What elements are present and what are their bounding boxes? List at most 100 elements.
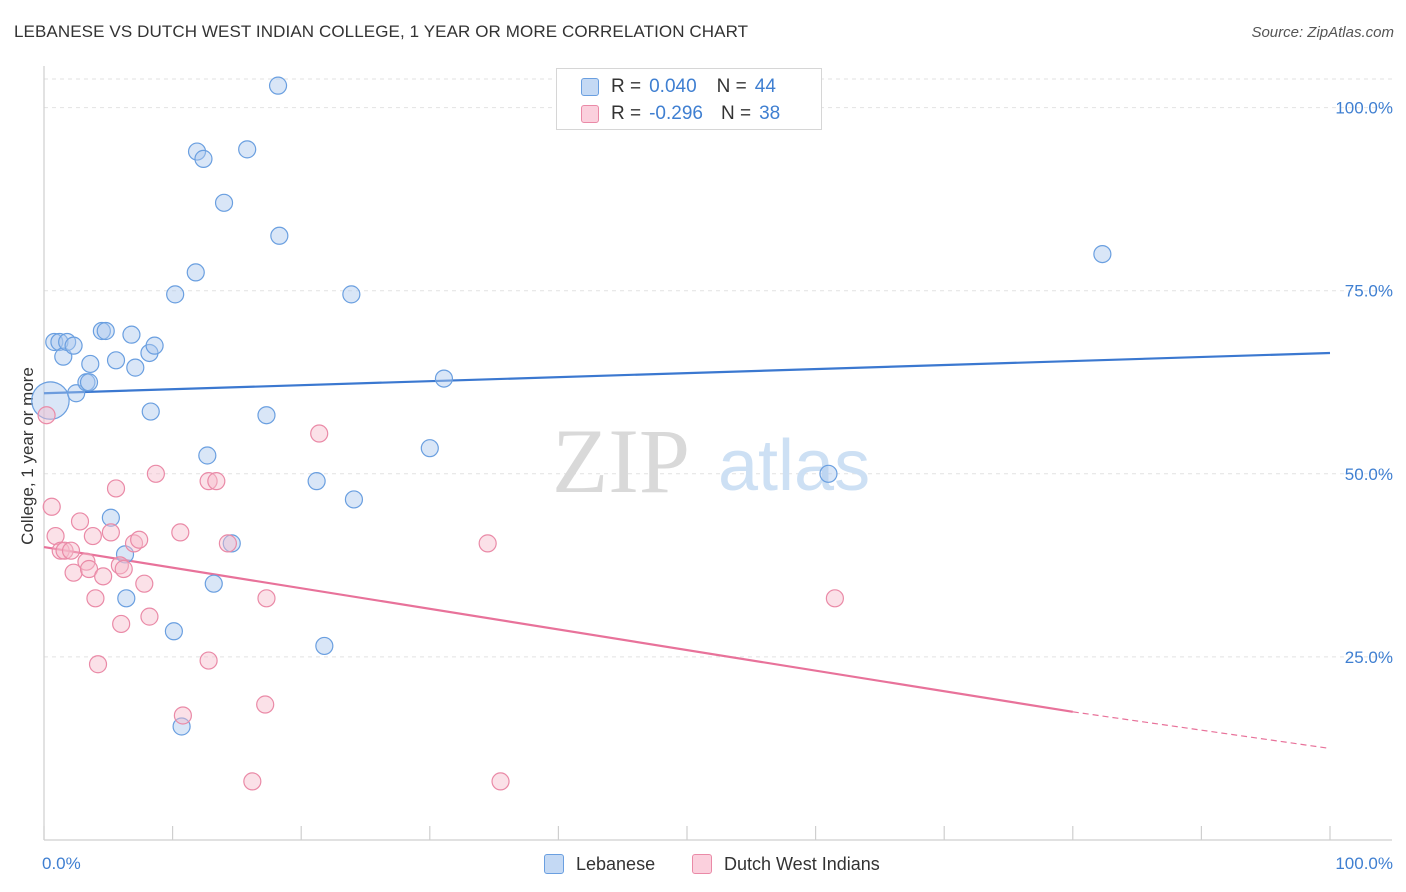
point-lebanese (126, 358, 145, 377)
point-dutch (243, 772, 262, 791)
point-lebanese (307, 472, 326, 491)
x-tick-label: 100.0% (1335, 854, 1393, 873)
legend-swatch-lebanese (581, 78, 599, 96)
point-lebanese (106, 351, 126, 370)
point-dutch (88, 655, 108, 674)
point-dutch (130, 530, 149, 549)
point-lebanese (64, 336, 83, 355)
point-lebanese (186, 263, 205, 282)
point-dutch (101, 523, 120, 542)
legend-r-label: R = (611, 76, 642, 97)
bottom-legend-lebanese: Lebanese (544, 852, 655, 876)
bottom-legend-label: Dutch West Indians (724, 853, 880, 874)
point-lebanese (238, 140, 257, 159)
point-dutch (135, 574, 154, 593)
point-dutch (42, 497, 61, 516)
point-lebanese (434, 369, 454, 388)
chart-title: LEBANESE VS DUTCH WEST INDIAN COLLEGE, 1… (14, 22, 749, 41)
point-dutch (491, 772, 510, 791)
point-dutch (825, 589, 844, 608)
bottom-swatch-lebanese (544, 854, 564, 874)
point-dutch (37, 406, 56, 425)
point-dutch (61, 541, 81, 560)
y-tick-label: 50.0% (1345, 465, 1393, 484)
point-lebanese (92, 321, 111, 341)
point-lebanese (819, 464, 838, 483)
point-lebanese (164, 622, 183, 641)
trendlines (43, 351, 1331, 750)
legend-n-label: N = (716, 76, 747, 97)
point-dutch (171, 523, 190, 542)
point-lebanese (187, 142, 207, 161)
axes (43, 66, 1392, 841)
y-tick-label: 100.0% (1335, 99, 1393, 118)
legend-n-value: 38 (759, 103, 781, 124)
point-dutch (199, 472, 218, 491)
point-lebanese (214, 193, 234, 212)
data-points (31, 76, 1112, 791)
point-lebanese (268, 76, 288, 95)
point-dutch (64, 563, 83, 582)
point-lebanese (96, 321, 115, 341)
legend-r-value: -0.296 (649, 103, 703, 124)
point-lebanese (122, 325, 141, 344)
point-lebanese (1093, 244, 1112, 264)
point-dutch (199, 651, 218, 670)
legend-n-value: 44 (754, 76, 776, 97)
bottom-legend-label: Lebanese (576, 853, 656, 874)
point-lebanese (342, 285, 361, 304)
point-dutch (94, 567, 113, 586)
legend-r-label: R = (611, 103, 642, 124)
legend-row-lebanese: R = 0.040 N = 44 (581, 74, 776, 100)
bottom-swatch-dutch (692, 854, 712, 874)
x-tick-label: 0.0% (42, 854, 81, 873)
point-dutch (86, 589, 105, 608)
point-dutch (70, 512, 90, 531)
correlation-legend: R = 0.040 N = 44 R = -0.296 N = 38 (556, 68, 822, 130)
point-lebanese (101, 508, 120, 527)
point-dutch (83, 526, 102, 546)
watermark-zip: ZIP (552, 410, 690, 512)
point-dutch (173, 706, 192, 725)
y-tick-label: 25.0% (1345, 648, 1393, 667)
point-lebanese (257, 406, 276, 425)
point-dutch (77, 552, 96, 571)
point-lebanese (198, 446, 217, 465)
point-lebanese (50, 332, 69, 352)
legend-n-label: N = (720, 103, 752, 124)
gridlines (44, 78, 1392, 658)
point-dutch (310, 424, 329, 443)
point-dutch (112, 614, 131, 634)
y-tick-label: 75.0% (1345, 282, 1393, 301)
point-lebanese (344, 490, 364, 509)
point-lebanese (270, 226, 289, 245)
legend-row-dutch: R = -0.296 N = 38 (581, 101, 780, 127)
point-dutch (256, 695, 275, 714)
legend-r-value: 0.040 (649, 76, 697, 97)
bottom-legend-dutch: Dutch West Indians (692, 852, 880, 876)
point-lebanese (141, 402, 160, 421)
point-lebanese (81, 354, 100, 374)
point-lebanese (204, 574, 223, 593)
point-dutch (218, 534, 237, 553)
source-label: Source: ZipAtlas.com (1251, 24, 1394, 41)
point-dutch (106, 479, 126, 498)
point-lebanese (45, 332, 64, 352)
point-dutch (207, 472, 226, 491)
point-dutch (79, 559, 99, 579)
point-lebanese (79, 373, 99, 392)
point-dutch (55, 541, 74, 560)
legend-swatch-dutch (581, 105, 599, 123)
point-dutch (146, 464, 165, 483)
trendline-dutch-extension (1072, 711, 1331, 750)
point-lebanese (420, 439, 439, 458)
point-dutch (257, 589, 276, 608)
point-dutch (51, 541, 70, 560)
tick-labels: 25.0% 50.0% 75.0% 100.0% 0.0% 100.0% (42, 99, 1393, 873)
point-dutch (114, 559, 133, 579)
point-lebanese (145, 336, 164, 355)
watermark-atlas: atlas (718, 426, 870, 506)
point-dutch (140, 607, 159, 626)
point-lebanese (117, 589, 136, 608)
